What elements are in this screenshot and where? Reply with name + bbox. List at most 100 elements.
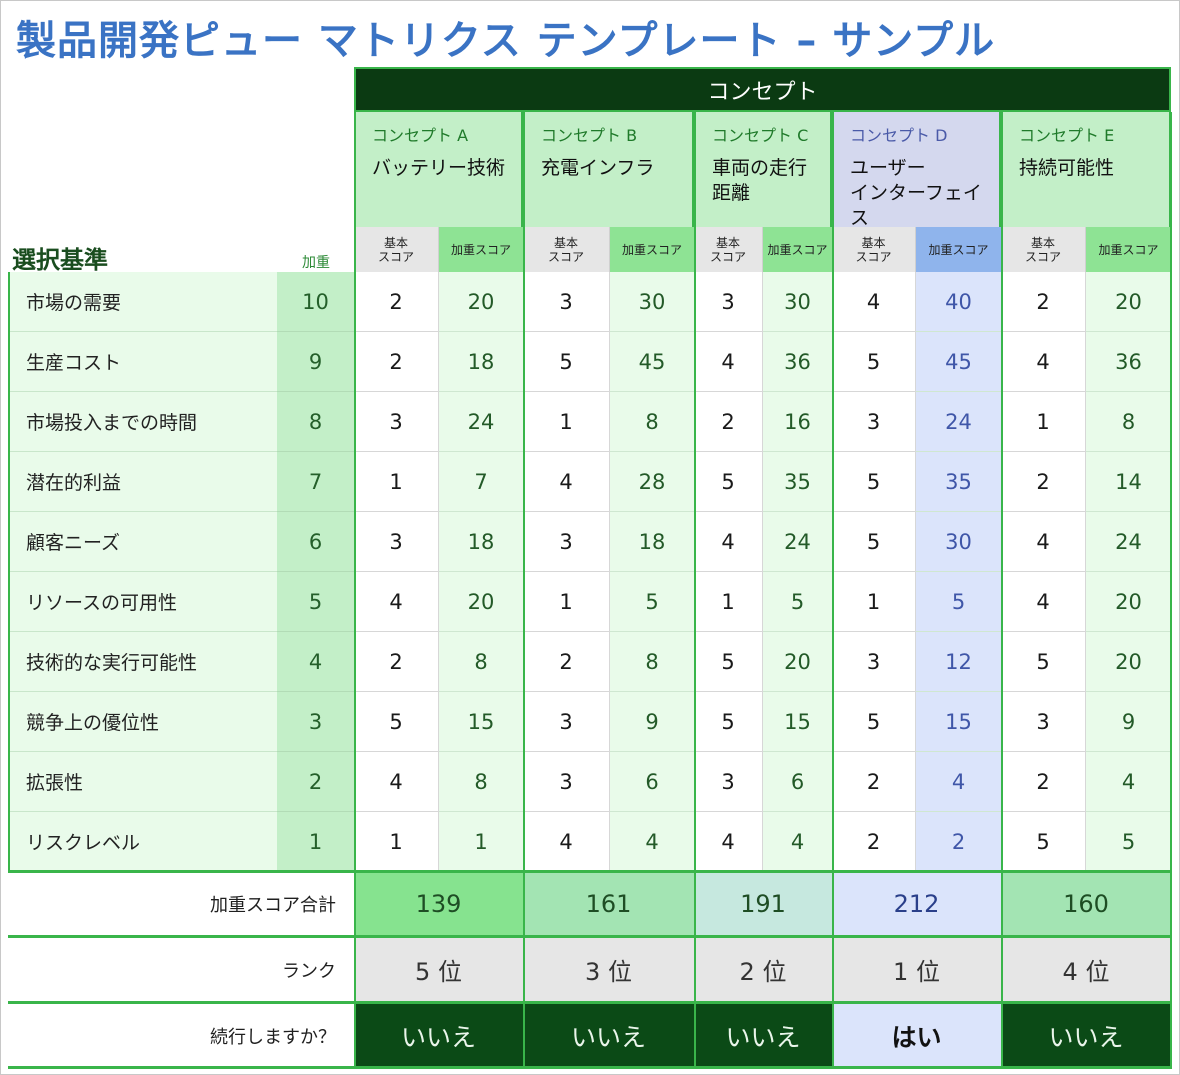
- rank-value: 1 位: [832, 938, 1001, 1001]
- base-score-cell[interactable]: 5: [1001, 812, 1086, 872]
- criterion-label: 顧客ニーズ: [8, 512, 277, 572]
- page-title: 製品開発ピュー マトリクス テンプレート – サンプル: [16, 18, 996, 64]
- weighted-score-cell: 36: [1086, 332, 1171, 392]
- concept-header: コンセプト: [354, 67, 1171, 112]
- base-score-cell[interactable]: 1: [354, 452, 439, 512]
- base-score-cell[interactable]: 4: [1001, 332, 1086, 392]
- weighted-score-cell: 4: [763, 812, 832, 872]
- base-score-cell[interactable]: 3: [694, 272, 763, 332]
- base-score-cell[interactable]: 1: [523, 572, 610, 632]
- base-score-cell[interactable]: 1: [354, 812, 439, 872]
- concept-label: コンセプト E: [1019, 126, 1115, 145]
- base-score-cell[interactable]: 5: [694, 692, 763, 752]
- base-score-cell[interactable]: 3: [354, 392, 439, 452]
- grid-line: [694, 112, 696, 1067]
- weighted-score-header: 加重スコア: [1086, 227, 1171, 272]
- base-score-cell[interactable]: 5: [1001, 632, 1086, 692]
- base-score-cell[interactable]: 4: [694, 332, 763, 392]
- base-score-cell[interactable]: 4: [354, 572, 439, 632]
- criterion-label: リスクレベル: [8, 812, 277, 872]
- base-score-cell[interactable]: 3: [523, 512, 610, 572]
- grid-line: [1170, 112, 1172, 1067]
- weighted-score-cell: 18: [439, 512, 523, 572]
- base-score-cell[interactable]: 1: [1001, 392, 1086, 452]
- weight-title: 加重: [302, 255, 330, 271]
- base-score-cell[interactable]: 3: [1001, 692, 1086, 752]
- base-score-cell[interactable]: 2: [354, 332, 439, 392]
- concept-header-e: コンセプト E 持続可能性: [1001, 112, 1171, 227]
- weighted-score-cell: 9: [610, 692, 694, 752]
- weighted-score-cell: 2: [916, 812, 1001, 872]
- rank-value: 2 位: [694, 938, 832, 1001]
- concept-name: 持続可能性: [1019, 157, 1115, 179]
- weighted-score-cell: 6: [763, 752, 832, 812]
- total-score: 212: [832, 872, 1001, 936]
- base-score-cell[interactable]: 1: [832, 572, 916, 632]
- weight-value: 1: [277, 812, 354, 872]
- base-score-cell[interactable]: 2: [354, 272, 439, 332]
- base-score-cell[interactable]: 1: [694, 572, 763, 632]
- grid-line: [523, 112, 525, 1067]
- base-score-cell[interactable]: 2: [354, 632, 439, 692]
- concept-name: ユーザー インターフェイス: [850, 157, 982, 229]
- base-score-cell[interactable]: 3: [832, 632, 916, 692]
- base-score-cell[interactable]: 5: [523, 332, 610, 392]
- base-score-cell[interactable]: 4: [354, 752, 439, 812]
- base-score-cell[interactable]: 2: [1001, 752, 1086, 812]
- weighted-score-cell: 5: [1086, 812, 1171, 872]
- weighted-score-cell: 6: [610, 752, 694, 812]
- weighted-score-cell: 4: [1086, 752, 1171, 812]
- base-score-cell[interactable]: 3: [523, 752, 610, 812]
- base-score-cell[interactable]: 5: [832, 512, 916, 572]
- base-score-cell[interactable]: 4: [523, 812, 610, 872]
- base-score-cell[interactable]: 3: [354, 512, 439, 572]
- base-score-header: 基本 スコア: [832, 227, 916, 272]
- base-score-cell[interactable]: 2: [1001, 452, 1086, 512]
- concept-header-c: コンセプト C 車両の走行 距離: [694, 112, 832, 227]
- weight-value: 8: [277, 392, 354, 452]
- base-score-cell[interactable]: 2: [832, 812, 916, 872]
- grid-line: [8, 272, 10, 870]
- base-score-cell[interactable]: 1: [523, 392, 610, 452]
- base-score-cell[interactable]: 3: [694, 752, 763, 812]
- base-score-cell[interactable]: 4: [523, 452, 610, 512]
- base-score-header: 基本 スコア: [354, 227, 439, 272]
- weighted-score-cell: 20: [439, 272, 523, 332]
- weight-value: 7: [277, 452, 354, 512]
- concept-header-d: コンセプト D ユーザー インターフェイス: [832, 112, 1001, 229]
- base-score-cell[interactable]: 4: [1001, 572, 1086, 632]
- base-score-header: 基本 スコア: [523, 227, 610, 272]
- weighted-score-cell: 20: [439, 572, 523, 632]
- base-score-cell[interactable]: 3: [832, 392, 916, 452]
- grid-line: [1001, 112, 1003, 1067]
- weighted-score-cell: 16: [763, 392, 832, 452]
- base-score-cell[interactable]: 2: [1001, 272, 1086, 332]
- base-score-cell[interactable]: 5: [694, 452, 763, 512]
- base-score-cell[interactable]: 4: [694, 812, 763, 872]
- base-score-cell[interactable]: 5: [832, 692, 916, 752]
- continue-no-badge: いいえ: [1001, 1004, 1171, 1067]
- grid-line: [8, 1066, 1172, 1069]
- base-score-cell[interactable]: 5: [832, 452, 916, 512]
- criterion-label: 拡張性: [8, 752, 277, 812]
- base-score-cell[interactable]: 4: [832, 272, 916, 332]
- weighted-score-cell: 15: [916, 692, 1001, 752]
- weighted-score-cell: 18: [439, 332, 523, 392]
- base-score-cell[interactable]: 4: [694, 512, 763, 572]
- base-score-cell[interactable]: 5: [694, 632, 763, 692]
- concept-name: バッテリー技術: [372, 157, 506, 179]
- base-score-cell[interactable]: 2: [523, 632, 610, 692]
- base-score-cell[interactable]: 2: [694, 392, 763, 452]
- base-score-cell[interactable]: 3: [523, 272, 610, 332]
- base-score-cell[interactable]: 4: [1001, 512, 1086, 572]
- rank-value: 3 位: [523, 938, 694, 1001]
- base-score-cell[interactable]: 2: [832, 752, 916, 812]
- weighted-score-cell: 5: [610, 572, 694, 632]
- criterion-label: 潜在的利益: [8, 452, 277, 512]
- continue-no-badge: いいえ: [523, 1004, 694, 1067]
- base-score-cell[interactable]: 3: [523, 692, 610, 752]
- total-score: 191: [694, 872, 832, 936]
- base-score-cell[interactable]: 5: [354, 692, 439, 752]
- base-score-cell[interactable]: 5: [832, 332, 916, 392]
- concept-name: 車両の走行 距離: [712, 157, 808, 204]
